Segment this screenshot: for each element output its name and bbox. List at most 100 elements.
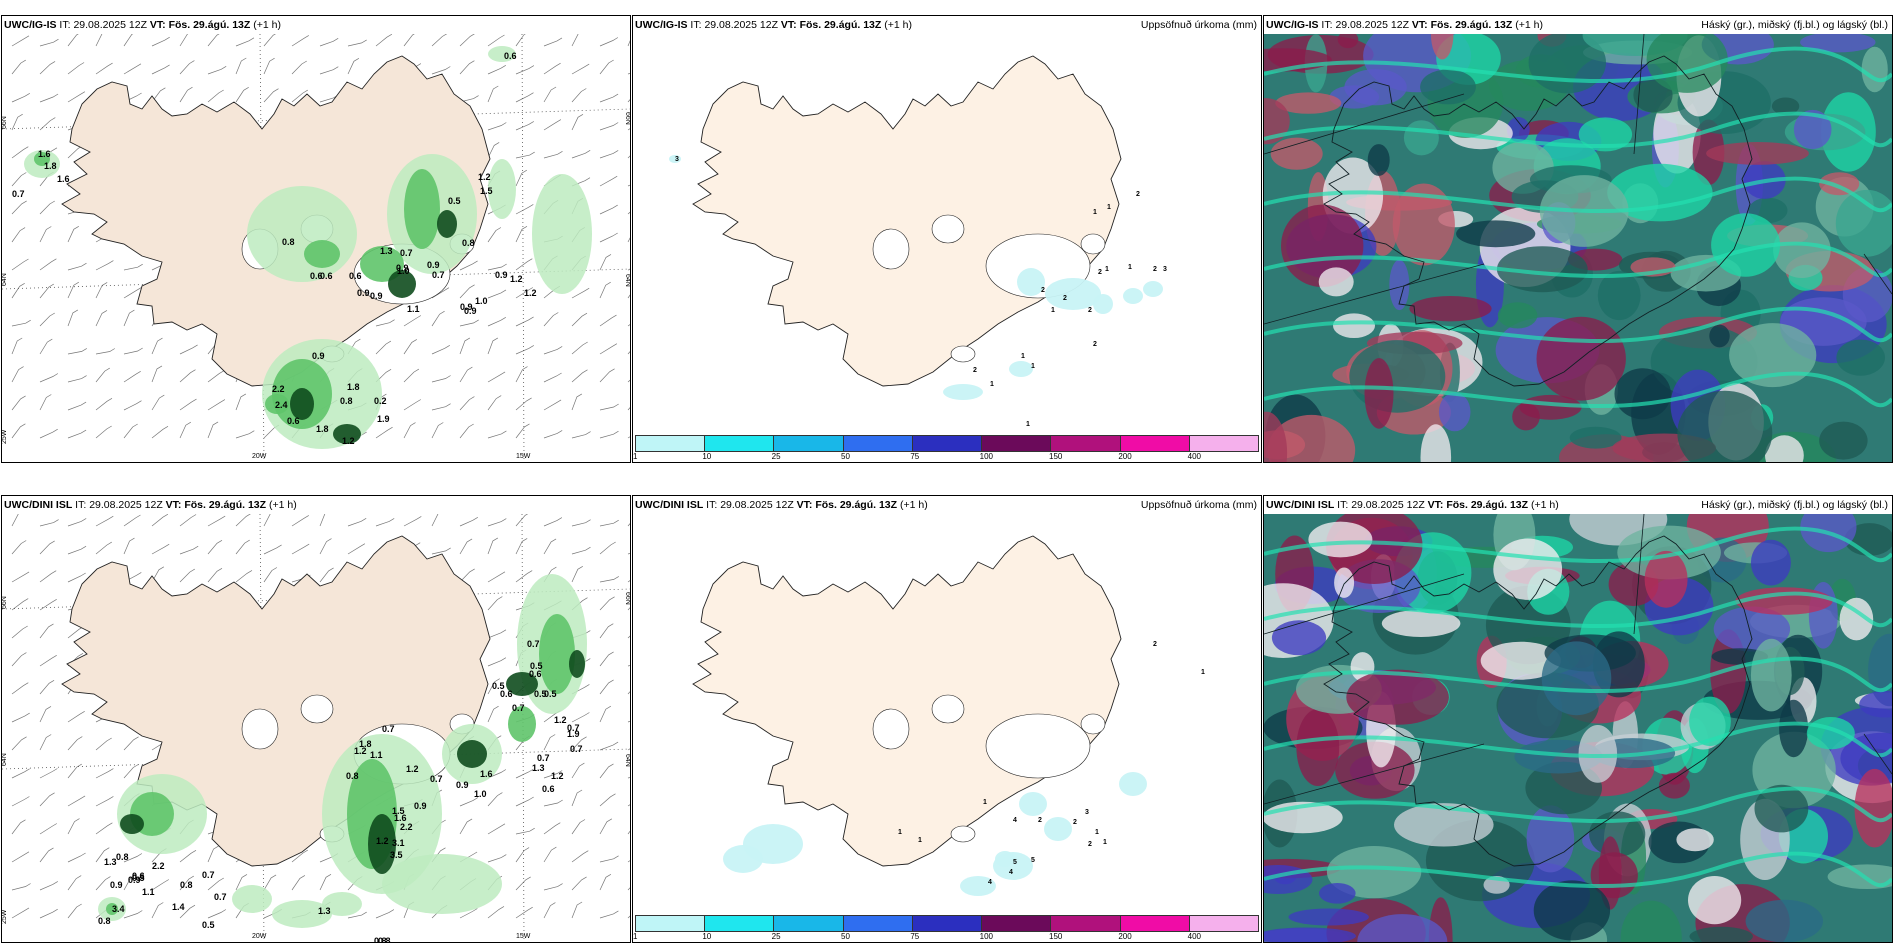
glacier <box>872 228 910 270</box>
wind-barb <box>599 232 618 243</box>
init-time: 29.08.2025 12Z <box>720 499 794 511</box>
wind-barb <box>151 566 165 583</box>
precip-label: 3.1 <box>392 838 405 848</box>
cloud-patch <box>1633 77 1673 113</box>
wind-barb <box>571 341 588 355</box>
precip-label: 1.6 <box>394 813 407 823</box>
wind-barb <box>571 819 586 835</box>
latitude-line <box>2 748 630 770</box>
lead-time: (+1 h) <box>884 19 912 31</box>
colorbar-tick-label: 75 <box>910 452 920 461</box>
cloud-contour <box>1264 111 1892 148</box>
wind-barb <box>95 260 114 271</box>
wind-barb <box>123 347 143 355</box>
longitude-line <box>521 34 525 462</box>
cloud-patch <box>1281 204 1364 287</box>
wind-barb <box>543 399 562 411</box>
wind-barb <box>403 368 420 383</box>
wind-barb <box>39 881 58 891</box>
wind-barb <box>39 908 58 919</box>
cloud-patch <box>1364 358 1394 429</box>
precip-label: 1.0 <box>475 296 488 306</box>
cloud-patch <box>1620 900 1682 942</box>
wind-barb <box>599 403 619 411</box>
colorbar-tick-label: 1 <box>633 452 638 461</box>
wind-barb <box>599 596 615 611</box>
wind-barb <box>515 34 526 47</box>
accum-area <box>1093 294 1113 314</box>
wind-barb <box>39 570 57 583</box>
cloud-contour <box>1264 591 1892 628</box>
lead-time: (+1 h) <box>1530 499 1559 511</box>
cloud-contour <box>1264 851 1892 888</box>
wind-barb <box>543 150 563 159</box>
cloud-patch <box>1512 403 1540 431</box>
accum-area <box>669 155 681 163</box>
wind-barb <box>39 226 52 243</box>
wind-barb <box>515 906 533 919</box>
wind-barb <box>39 428 58 439</box>
wind-barb <box>179 60 195 75</box>
wind-barb <box>543 119 562 131</box>
cloud-patch <box>1750 539 1791 586</box>
lead-time: (+1 h) <box>899 499 928 511</box>
precip-area <box>333 424 361 444</box>
cloud-patch <box>1765 435 1804 462</box>
cloud-patch <box>1676 828 1714 852</box>
panel-header: UWC/IG-IS IT: 29.08.2025 12Z VT: Fös. 29… <box>635 19 1257 31</box>
wind-barb <box>39 768 58 779</box>
wind-barb <box>403 399 421 411</box>
precip-label: 0.6 <box>500 689 513 699</box>
wind-barb <box>347 39 367 47</box>
precip-label: 1.6 <box>57 174 70 184</box>
wind-barb <box>431 514 439 527</box>
cloud-patch <box>1689 926 1753 942</box>
wind-barb <box>515 92 534 103</box>
wind-barb <box>67 736 83 751</box>
wind-barb <box>431 310 445 327</box>
precip-label: 0.8 <box>340 396 353 406</box>
iceland-land <box>692 535 1122 867</box>
cloud-contour <box>1264 241 1892 278</box>
wind-barb <box>431 403 451 411</box>
precip-area <box>360 246 404 282</box>
wind-barb <box>627 436 630 439</box>
wind-barb <box>599 793 616 807</box>
wind-barb <box>571 312 588 327</box>
wind-barb <box>95 768 114 779</box>
colorbar-tick-label: 400 <box>1187 452 1202 461</box>
grid-label: 64N <box>2 273 8 286</box>
cloud-patch <box>1526 805 1575 873</box>
wind-barb <box>207 89 224 103</box>
precip-label: 0.9 <box>427 260 440 270</box>
precip-label: 1.3 <box>104 857 117 867</box>
wind-barb <box>207 399 226 411</box>
wind-barb <box>39 706 52 723</box>
precip-label: 1.8 <box>347 382 360 392</box>
wind-barb <box>123 736 139 751</box>
precip-label: 0.5 <box>530 661 543 671</box>
cloud-patch <box>1333 313 1375 339</box>
precip-label: 0.8 <box>346 771 359 781</box>
cloud-patch <box>1836 339 1885 376</box>
colorbar-tick-label: 10 <box>702 932 712 941</box>
wind-barb <box>39 847 54 863</box>
precip-label: 3.5 <box>390 850 403 860</box>
wind-barb <box>431 287 450 299</box>
precip-label: 1.3 <box>380 246 393 256</box>
wind-barb <box>235 37 255 47</box>
precip-label: 0.6 <box>310 271 323 281</box>
cloud-patch <box>1644 550 1688 608</box>
panel-dini-cloud: UWC/DINI ISL IT: 29.08.2025 12Z VT: Fös.… <box>1263 495 1893 943</box>
accum-label: 2 <box>1093 341 1097 348</box>
init-time: 29.08.2025 12Z <box>89 499 163 511</box>
wind-barb <box>459 284 475 299</box>
grid-label: 66N <box>2 116 8 129</box>
wind-barb <box>291 89 308 103</box>
precip-label: 0.7 <box>202 870 215 880</box>
wind-barb <box>515 121 534 131</box>
wind-barb <box>459 260 478 271</box>
wind-barb <box>263 544 282 555</box>
precip-label: 1.1 <box>370 750 383 760</box>
